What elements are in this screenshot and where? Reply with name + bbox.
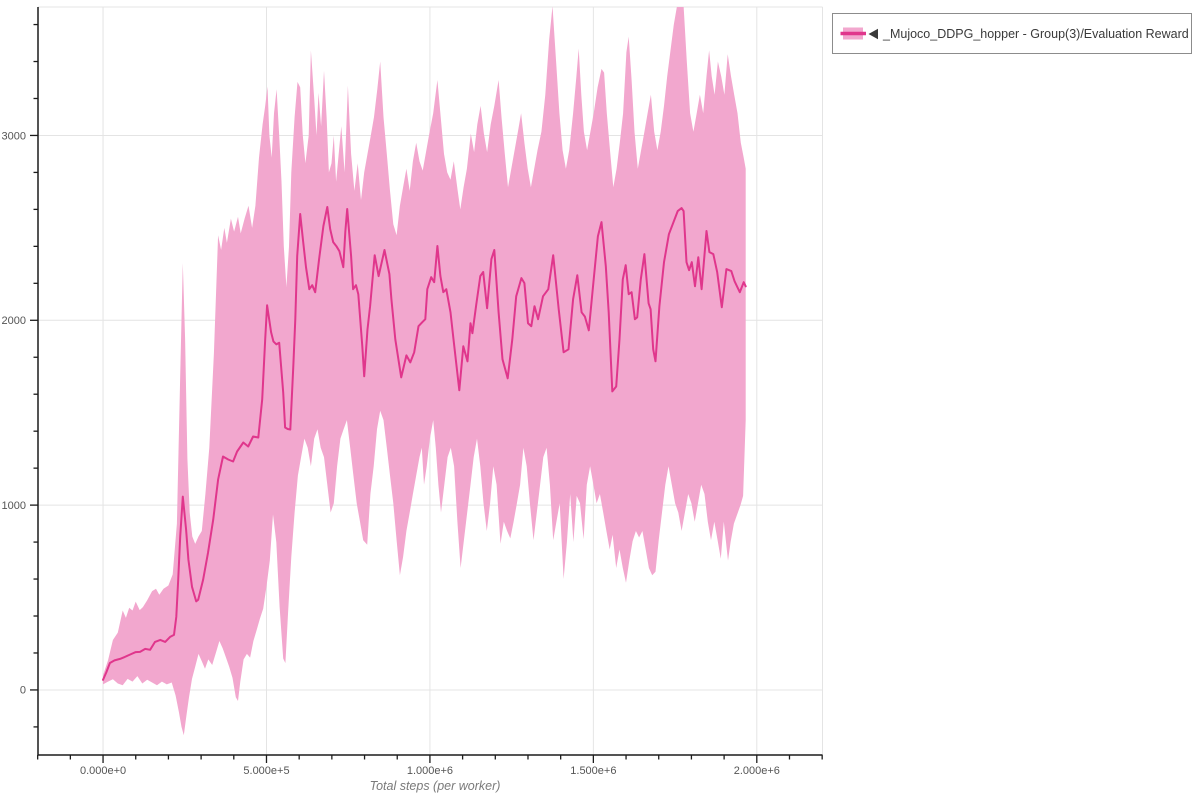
std-band [103,7,746,736]
x-tick-label: 1.500e+6 [570,765,616,777]
x-tick-label: 0.000e+0 [80,765,126,777]
tick-marks [30,23,823,763]
legend-label: _Mujoco_DDPG_hopper - Group(3)/Evaluatio… [882,27,1189,41]
y-tick-label: 3000 [2,130,26,142]
mean-line [102,206,747,681]
y-tick-label: 0 [20,685,26,697]
y-tick-label: 2000 [2,315,26,327]
y-tick-label: 1000 [2,500,26,512]
legend: _Mujoco_DDPG_hopper - Group(3)/Evaluatio… [832,13,1192,54]
x-axis-title: Total steps (per worker) [370,779,501,793]
legend-item[interactable]: _Mujoco_DDPG_hopper - Group(3)/Evaluatio… [840,27,1189,41]
tick-labels: 0 1000 2000 3000 0.000e+0 5.000e+5 1.000e+6 1.5… [2,130,780,777]
left-pointing-triangle-icon [868,28,878,40]
x-tick-label: 2.000e+6 [734,765,780,777]
x-tick-label: 5.000e+5 [243,765,289,777]
x-tick-label: 1.000e+6 [407,765,453,777]
plot-area [102,7,747,736]
legend-box [832,13,1192,54]
